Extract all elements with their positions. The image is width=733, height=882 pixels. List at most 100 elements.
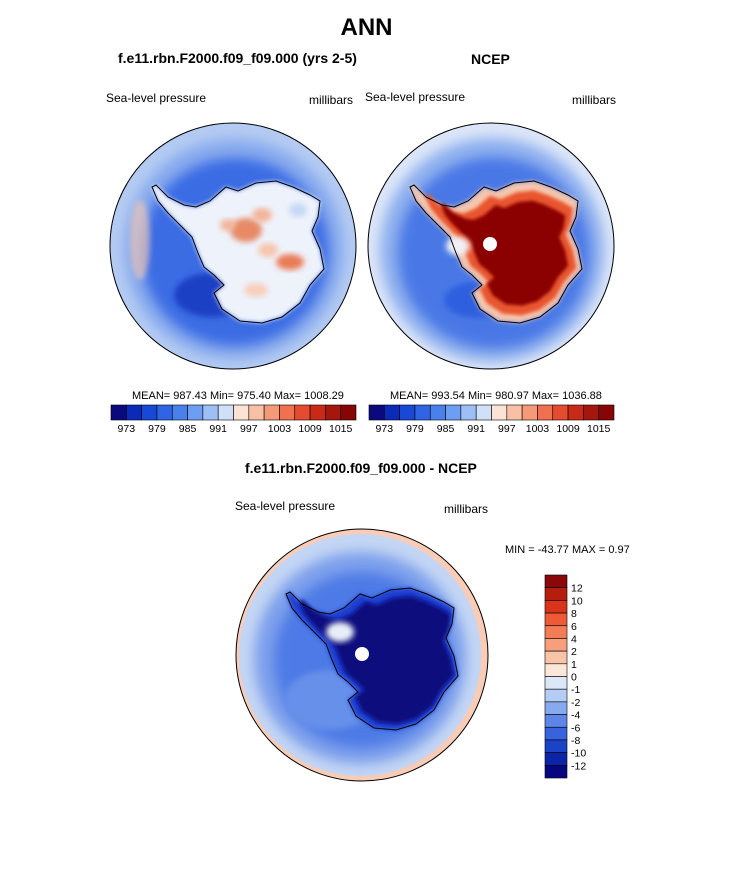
panel-2-colorbar-tick-label: 979 xyxy=(406,423,424,435)
panel-1-colorbar-swatch-11 xyxy=(279,404,296,421)
panel-2-variable-label: Sea-level pressure xyxy=(365,90,466,104)
panel-3-colorbar-tick-label: -12 xyxy=(571,760,586,772)
panel-1-colorbar-swatch-6 xyxy=(202,404,219,421)
panel-2-colorbar-swatch-6 xyxy=(460,404,477,421)
panel-3-colorbar-swatch-13 xyxy=(544,739,568,753)
panel-2-colorbar-swatch-5 xyxy=(445,404,462,421)
panel-1-high-6 xyxy=(244,283,268,297)
panel-3-pole-marker xyxy=(355,647,369,661)
panel-3-colorbar-swatch-7 xyxy=(544,663,568,677)
panel-1-colorbar-tick-label: 1009 xyxy=(298,423,322,435)
panel-1-colorbar-tick-label: 1015 xyxy=(329,423,353,435)
panel-1-colorbar-tick-label: 979 xyxy=(148,423,166,435)
panel-2-colorbar-swatch-1 xyxy=(384,404,400,421)
panel-1-colorbar-swatch-12 xyxy=(294,404,311,421)
panel-3-variable-label: Sea-level pressure xyxy=(235,499,336,513)
panel-2-title: NCEP xyxy=(471,51,510,67)
panel-3-colorbar-tick-label: 1 xyxy=(571,659,577,671)
panel-3-map xyxy=(235,528,489,782)
panel-1-low-spot xyxy=(289,203,307,217)
panel-1-high-3 xyxy=(220,219,236,231)
panel-3-map-border xyxy=(235,528,489,782)
panel-3-colorbar-swatch-12 xyxy=(544,726,568,741)
panel-3-colorbar-swatch-4 xyxy=(544,625,568,639)
panel-1-stats: MEAN= 987.43 Min= 975.40 Max= 1008.29 xyxy=(132,390,344,402)
panel-2-peninsula-high xyxy=(446,237,470,255)
panel-1-variable-label: Sea-level pressure xyxy=(106,91,207,105)
panel-2-colorbar-tick-label: 985 xyxy=(437,423,455,435)
panel-1-colorbar-tick-label: 991 xyxy=(209,423,227,435)
panel-2-pole-marker xyxy=(483,237,497,251)
panel-2-colorbar-tick-label: 997 xyxy=(498,423,516,435)
panel-1-colorbar-tick-label: 1003 xyxy=(268,423,292,435)
panel-1-colorbar-swatch-10 xyxy=(263,404,280,421)
panel-1-colorbar-swatch-15 xyxy=(340,404,357,421)
panel-2-colorbar-tick-label: 1009 xyxy=(556,423,580,435)
panel-3-colorbar-swatch-14 xyxy=(544,752,568,766)
panel-1-west-rim xyxy=(130,200,150,280)
panel-1-title: f.e11.rbn.F2000.f09_f09.000 (yrs 2-5) xyxy=(118,50,357,66)
panel-2-colorbar-tick-label: 991 xyxy=(467,423,485,435)
panel-2-map-border xyxy=(367,122,615,370)
panel-3-colorbar-swatch-6 xyxy=(544,650,568,665)
panel-3-colorbar-swatch-0 xyxy=(544,574,568,588)
panel-2-colorbar-tick-label: 973 xyxy=(376,423,394,435)
figure-title: ANN xyxy=(340,14,393,41)
panel-3-stats: MIN = -43.77 MAX = 0.97 xyxy=(505,544,630,556)
panel-1-colorbar-swatch-5 xyxy=(187,404,204,421)
panel-1-colorbar-tick-label: 985 xyxy=(179,423,197,435)
panel-3-colorbar-tick-label: -8 xyxy=(571,735,580,747)
panel-1-high-2 xyxy=(252,208,272,222)
panel-3-units-label: millibars xyxy=(444,502,489,516)
panel-1-colorbar: 973 979 985 991 997 1003 1009 1015 xyxy=(110,404,357,435)
panel-3-colorbar-swatch-8 xyxy=(544,676,568,690)
panel-2-colorbar-tick-label: 1003 xyxy=(526,423,550,435)
panel-3-colorbar-tick-label: 4 xyxy=(571,633,577,645)
panel-2-map xyxy=(367,122,615,370)
panel-3-colorbar-swatch-15 xyxy=(544,765,568,779)
panel-1-colorbar-swatch-4 xyxy=(171,404,188,421)
panel-2-colorbar-swatch-4 xyxy=(429,404,446,421)
panel-3-colorbar-tick-label: 0 xyxy=(571,672,577,684)
panel-3-colorbar-tick-label: -6 xyxy=(571,722,580,734)
panel-2-stats: MEAN= 993.54 Min= 980.97 Max= 1036.88 xyxy=(390,390,602,402)
panel-3-colorbar-tick-label: 10 xyxy=(571,595,583,607)
panel-1-map-border xyxy=(109,122,357,370)
panel-3-colorbar-swatch-11 xyxy=(544,714,568,728)
panel-3-colorbar-swatch-2 xyxy=(544,600,568,614)
panel-2-colorbar-swatch-0 xyxy=(368,404,385,421)
panel-2-colorbar-swatch-7 xyxy=(475,404,492,421)
panel-1-colorbar-swatch-14 xyxy=(325,404,341,421)
panel-3-peninsula-patch xyxy=(326,622,354,642)
panel-3-colorbar-swatch-5 xyxy=(544,638,568,652)
panel-1-units-label: millibars xyxy=(309,93,354,107)
panel-3-colorbar-swatch-1 xyxy=(544,587,568,601)
panel-1-map xyxy=(109,122,357,370)
panel-3-colorbar-tick-label: 8 xyxy=(571,608,577,620)
panel-1-colorbar-swatch-1 xyxy=(126,404,142,421)
panel-3-colorbar-tick-label: 12 xyxy=(571,583,583,595)
panel-3-colorbar-swatch-9 xyxy=(544,688,568,703)
panel-2-colorbar-swatch-12 xyxy=(552,404,569,421)
panel-3-colorbar-tick-label: -1 xyxy=(571,684,580,696)
panel-2-colorbar-swatch-2 xyxy=(399,404,416,421)
panel-2-colorbar-swatch-3 xyxy=(414,404,431,421)
panel-3-colorbar-tick-label: 2 xyxy=(571,646,577,658)
panel-3-colorbar-tick-label: -4 xyxy=(571,710,580,722)
panel-1-high-4 xyxy=(276,254,304,270)
panel-3-colorbar-swatch-3 xyxy=(544,612,568,627)
panel-1-colorbar-swatch-2 xyxy=(141,404,158,421)
panel-3-title: f.e11.rbn.F2000.f09_f09.000 - NCEP xyxy=(245,460,477,476)
panel-1-colorbar-swatch-3 xyxy=(156,404,173,421)
panel-1-colorbar-swatch-0 xyxy=(110,404,127,421)
panel-3-colorbar-tick-label: -2 xyxy=(571,697,580,709)
panel-3-colorbar-tick-label: 6 xyxy=(571,621,577,633)
panel-1-colorbar-swatch-13 xyxy=(309,404,326,421)
panel-1-colorbar-swatch-9 xyxy=(248,404,265,421)
panel-3-colorbar-tick-label: -10 xyxy=(571,748,586,760)
panel-2-colorbar-swatch-15 xyxy=(598,404,615,421)
panel-1-colorbar-swatch-8 xyxy=(233,404,250,421)
panel-2-units-label: millibars xyxy=(572,93,617,107)
panel-2-colorbar-swatch-9 xyxy=(506,404,523,421)
